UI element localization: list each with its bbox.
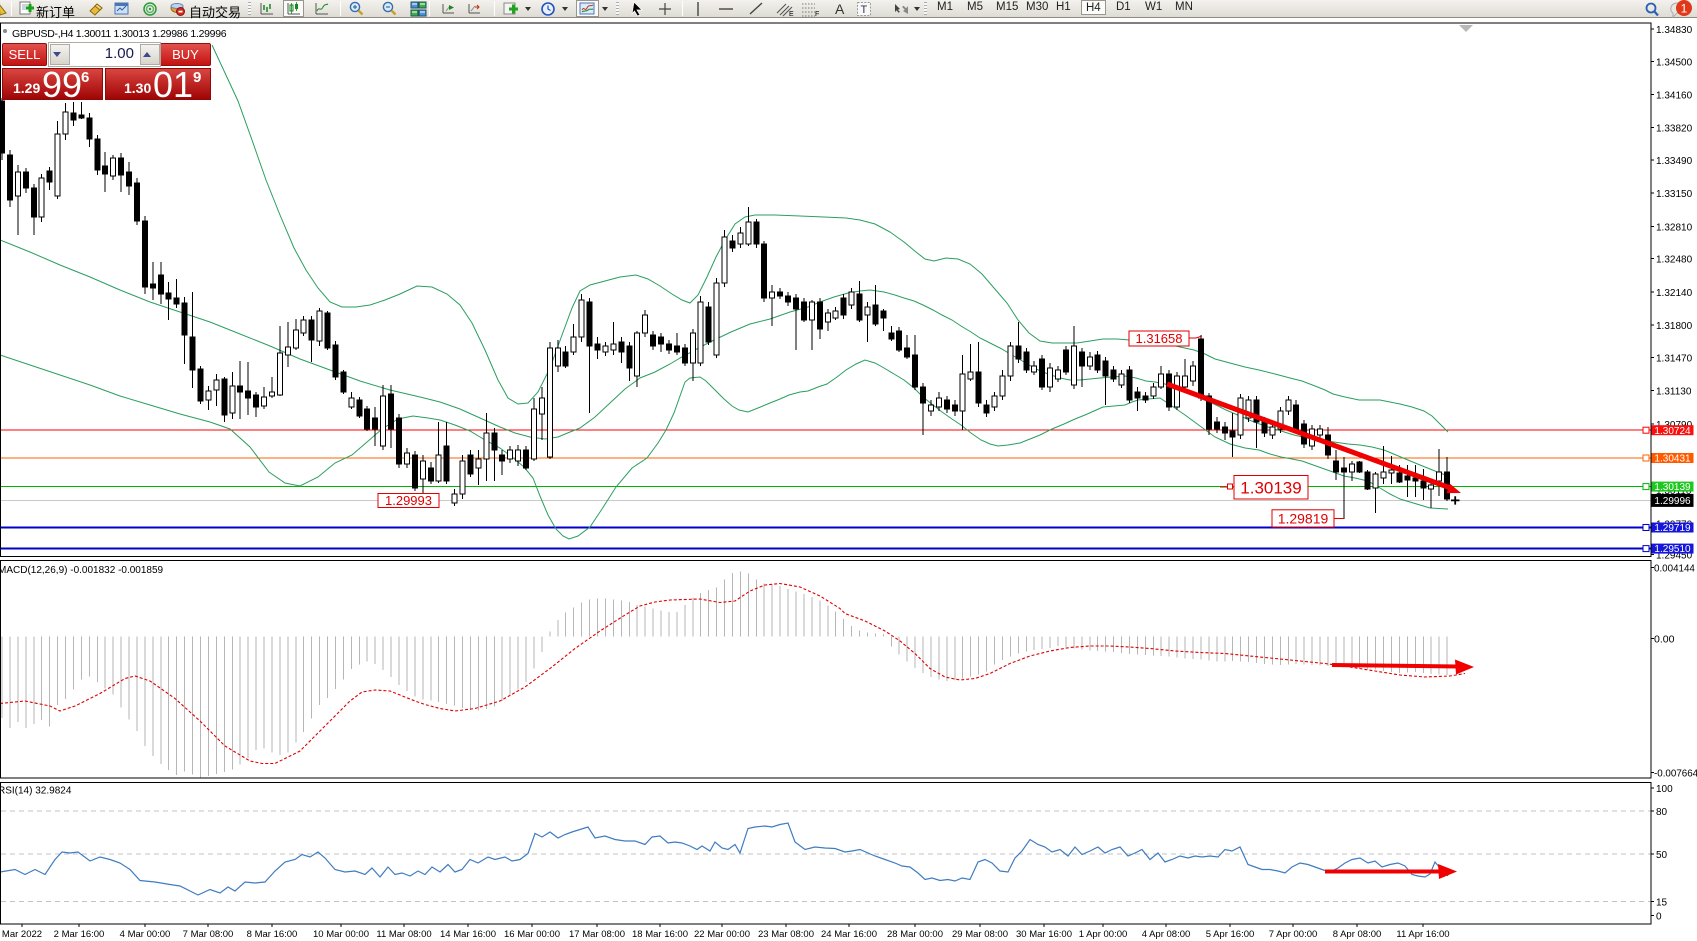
svg-text:1.32140: 1.32140 [1656,288,1693,299]
svg-text:18 Mar 16:00: 18 Mar 16:00 [632,929,688,940]
svg-text:1.31800: 1.31800 [1656,321,1693,332]
svg-text:28 Mar 00:00: 28 Mar 00:00 [887,929,943,940]
svg-text:22 Mar 00:00: 22 Mar 00:00 [694,929,750,940]
svg-text:8 Apr 08:00: 8 Apr 08:00 [1333,929,1382,940]
svg-text:100: 100 [1656,784,1673,795]
svg-text:1.33490: 1.33490 [1656,156,1693,167]
svg-text:1.30110: 1.30110 [1656,486,1692,497]
svg-text:5 Apr 16:00: 5 Apr 16:00 [1206,929,1255,940]
svg-text:23 Mar 08:00: 23 Mar 08:00 [758,929,814,940]
svg-text:1.33820: 1.33820 [1656,124,1693,135]
svg-text:1.30431: 1.30431 [1654,454,1691,465]
svg-text:17 Mar 08:00: 17 Mar 08:00 [569,929,625,940]
svg-text:1.29996: 1.29996 [1654,496,1691,507]
svg-text:1.30139: 1.30139 [1654,482,1691,493]
svg-text:1.31658: 1.31658 [1136,331,1183,346]
svg-text:1.29719: 1.29719 [1654,523,1691,534]
svg-text:1.34500: 1.34500 [1656,57,1693,68]
svg-text:1.29450: 1.29450 [1656,551,1693,562]
svg-text:RSI(14) 32.9824: RSI(14) 32.9824 [0,786,72,797]
svg-text:-0.007664: -0.007664 [1654,768,1697,779]
svg-text:T: T [861,4,868,16]
svg-text:1.29993: 1.29993 [385,493,432,508]
svg-text:24 Mar 16:00: 24 Mar 16:00 [821,929,877,940]
svg-text:Mar 2022: Mar 2022 [2,929,42,940]
svg-text:15: 15 [1656,898,1668,909]
svg-text:1.34160: 1.34160 [1656,91,1693,102]
svg-text:10 Mar 00:00: 10 Mar 00:00 [313,929,369,940]
svg-text:GBPUSD-,H4 1.30011 1.30013 1.: GBPUSD-,H4 1.30011 1.30013 1.29986 1.299… [12,28,227,40]
svg-text:1.30139: 1.30139 [1240,478,1301,497]
svg-text:29 Mar 08:00: 29 Mar 08:00 [952,929,1008,940]
svg-text:1.30724: 1.30724 [1654,426,1691,437]
svg-text:1.31130: 1.31130 [1656,387,1692,398]
svg-text:7 Apr 00:00: 7 Apr 00:00 [1269,929,1318,940]
svg-text:A: A [835,1,845,17]
svg-text:50: 50 [1656,850,1668,861]
svg-text:80: 80 [1656,807,1668,818]
svg-text:F: F [815,11,819,17]
svg-text:1 Apr 00:00: 1 Apr 00:00 [1079,929,1128,940]
svg-text:1.33150: 1.33150 [1656,189,1693,200]
svg-text:4 Mar 00:00: 4 Mar 00:00 [120,929,171,940]
svg-text:1.34830: 1.34830 [1656,25,1693,36]
svg-text:16 Mar 00:00: 16 Mar 00:00 [504,929,560,940]
svg-text:4 Apr 08:00: 4 Apr 08:00 [1142,929,1191,940]
svg-text:0.00: 0.00 [1654,634,1675,646]
svg-text:E: E [789,11,794,17]
svg-text:11 Mar 08:00: 11 Mar 08:00 [376,929,431,940]
svg-text:1.32810: 1.32810 [1656,222,1693,233]
svg-text:0.004144: 0.004144 [1654,563,1695,574]
svg-text:11 Apr 16:00: 11 Apr 16:00 [1396,929,1449,940]
svg-text:1: 1 [1681,2,1688,16]
svg-text:1.29819: 1.29819 [1278,510,1329,526]
svg-text:14 Mar 16:00: 14 Mar 16:00 [440,929,496,940]
svg-text:MACD(12,26,9) -0.001832 -0.001: MACD(12,26,9) -0.001832 -0.001859 [0,565,164,576]
svg-text:7 Mar 08:00: 7 Mar 08:00 [183,929,234,940]
svg-text:30 Mar 16:00: 30 Mar 16:00 [1016,929,1072,940]
svg-text:1.31470: 1.31470 [1656,353,1693,364]
svg-text:1.32480: 1.32480 [1656,255,1693,266]
svg-text:0: 0 [1656,911,1662,922]
svg-text:1.29510: 1.29510 [1654,544,1691,555]
svg-text:8 Mar 16:00: 8 Mar 16:00 [247,929,298,940]
svg-text:2 Mar 16:00: 2 Mar 16:00 [54,929,105,940]
